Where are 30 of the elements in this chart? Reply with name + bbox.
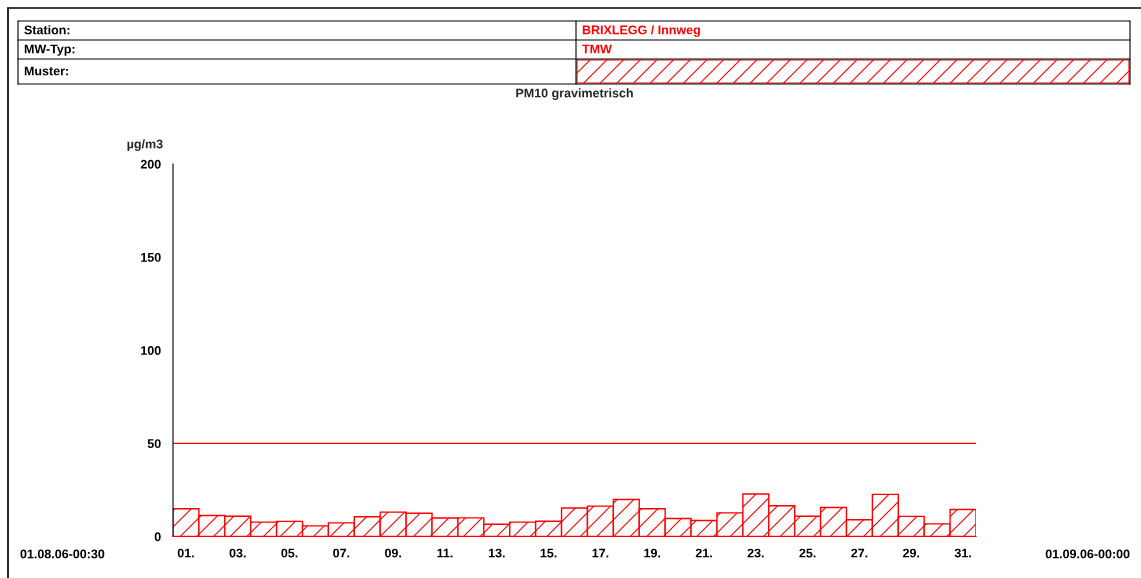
x-tick-label: 17. (592, 548, 609, 558)
text: 01.09.06-00:00 (1045, 549, 1130, 559)
x-tick-label: 13. (488, 548, 505, 558)
x-tick-label: 11. (437, 548, 453, 558)
x-tick-label: 03. (229, 548, 246, 558)
x-tick-label: 19. (644, 548, 661, 558)
x-tick-label: 01. (177, 548, 194, 558)
y-tick-label: 150 (141, 252, 161, 262)
chart-title: PM10 gravimetrisch (516, 88, 633, 100)
x-tick-label: 21. (695, 548, 712, 558)
x-tick-label: 05. (281, 548, 298, 558)
x-tick-label: 23. (747, 548, 764, 558)
x-tick-label: 07. (333, 548, 350, 558)
text: Station: (24, 25, 70, 35)
x-tick-label: 15. (540, 548, 557, 558)
x-tick-label: 25. (799, 548, 816, 558)
y-axis-title: µg/m3 (127, 139, 163, 151)
text: TMW (582, 44, 612, 54)
x-tick-label: 31. (954, 548, 971, 558)
y-tick-label: 100 (141, 346, 161, 355)
y-tick-label: 0 (154, 532, 161, 542)
text: 01.08.06-00:30 (20, 549, 105, 559)
x-tick-label: 09. (384, 548, 402, 558)
y-tick-label: 50 (147, 439, 161, 449)
text: Muster: (24, 66, 68, 76)
x-tick-label: 29. (902, 548, 920, 558)
y-tick-label: 200 (140, 159, 161, 169)
text: MW-Typ: (24, 44, 75, 56)
text: BRIXLEGG / Innweg (582, 25, 700, 37)
x-tick-label: 27. (851, 548, 868, 558)
